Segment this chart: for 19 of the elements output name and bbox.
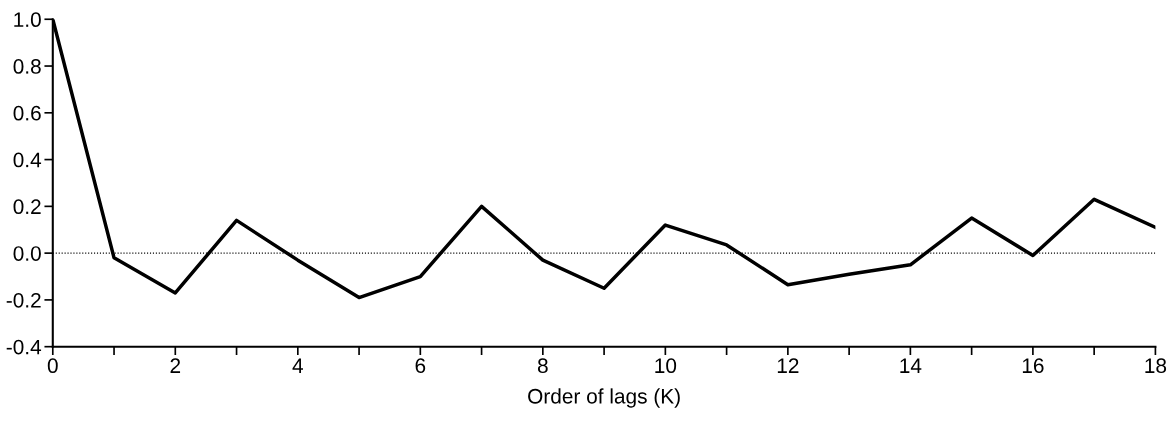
y-tick-label: 0.8 — [13, 59, 41, 74]
y-tick-label: 1.0 — [14, 12, 41, 28]
y-tick-label: -0.2 — [6, 292, 41, 308]
x-tick-label: 2 — [170, 358, 181, 373]
x-tick-label: 0 — [47, 358, 58, 374]
x-tick-label: 12 — [777, 358, 799, 373]
x-tick-label: 10 — [655, 358, 677, 374]
y-tick-label: 0.6 — [13, 105, 41, 121]
x-tick-label: 18 — [1145, 358, 1167, 374]
x-tick-label: 4 — [292, 358, 303, 373]
y-tick-label: -0.4 — [6, 339, 42, 355]
y-tick-label: 0.2 — [13, 199, 41, 215]
x-tick-label: 6 — [415, 358, 426, 374]
y-tick-label: 0.0 — [13, 246, 41, 261]
x-tick-label: 16 — [1022, 358, 1044, 374]
x-axis-title: Order of lags (K) — [528, 388, 680, 408]
y-tick-label: 0.4 — [13, 152, 42, 168]
x-tick-label: 8 — [537, 358, 548, 374]
x-tick-label: 14 — [900, 358, 922, 373]
